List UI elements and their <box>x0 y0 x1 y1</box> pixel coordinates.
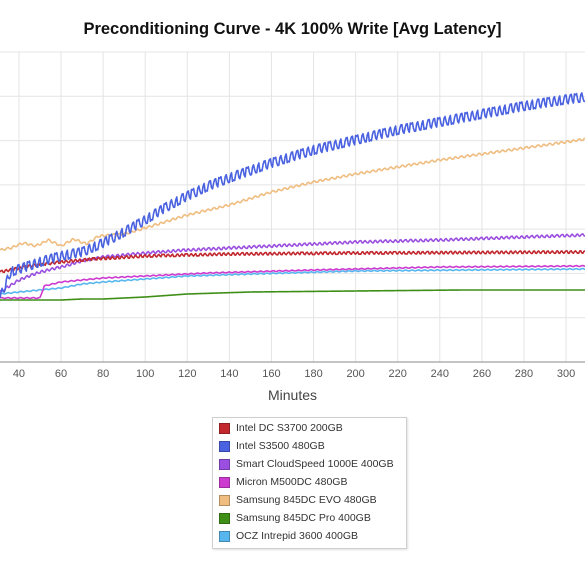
legend-swatch <box>219 440 230 452</box>
legend-swatch <box>219 476 230 488</box>
legend-item[interactable]: OCZ Intrepid 3600 400GB <box>213 527 406 545</box>
legend-label: Samsung 845DC Pro 400GB <box>236 512 371 524</box>
series-line <box>0 264 585 300</box>
series-line <box>0 289 585 301</box>
legend-label: Intel DC S3700 200GB <box>236 422 343 434</box>
x-tick-label: 240 <box>431 368 449 380</box>
legend-label: Smart CloudSpeed 1000E 400GB <box>236 458 394 470</box>
series-line <box>0 250 585 274</box>
legend-item[interactable]: Smart CloudSpeed 1000E 400GB <box>213 455 406 473</box>
x-tick-label: 140 <box>220 368 238 380</box>
legend-item[interactable]: Samsung 845DC Pro 400GB <box>213 509 406 527</box>
x-tick-label: 260 <box>473 368 491 380</box>
x-tick-label: 280 <box>515 368 533 380</box>
x-tick-label: 160 <box>262 368 280 380</box>
legend-item[interactable]: Intel DC S3700 200GB <box>213 419 406 437</box>
legend-swatch <box>219 422 230 434</box>
legend-swatch <box>219 458 230 470</box>
series-line <box>0 267 585 295</box>
legend-swatch <box>219 530 230 542</box>
legend-item[interactable]: Samsung 845DC EVO 480GB <box>213 491 406 509</box>
x-tick-label: 220 <box>389 368 407 380</box>
x-tick-label: 40 <box>13 368 25 380</box>
x-tick-label: 180 <box>304 368 322 380</box>
series-line <box>0 92 585 299</box>
legend-label: Samsung 845DC EVO 480GB <box>236 494 377 506</box>
x-axis-title: Minutes <box>267 387 318 403</box>
legend: Intel DC S3700 200GB Intel S3500 480GB Sma… <box>212 417 407 549</box>
series-line <box>0 233 585 293</box>
chart-title: Preconditioning Curve - 4K 100% Write [A… <box>83 20 502 38</box>
x-tick-label: 100 <box>136 368 154 380</box>
x-tick-label: 120 <box>178 368 196 380</box>
x-tick-label: 200 <box>346 368 364 380</box>
x-tick-label: 300 <box>557 368 575 380</box>
series-line <box>0 137 585 251</box>
legend-item[interactable]: Intel S3500 480GB <box>213 437 406 455</box>
legend-swatch <box>219 494 230 506</box>
legend-swatch <box>219 512 230 524</box>
legend-label: OCZ Intrepid 3600 400GB <box>236 530 358 542</box>
legend-label: Micron M500DC 480GB <box>236 476 348 488</box>
legend-item[interactable]: Micron M500DC 480GB <box>213 473 406 491</box>
legend-label: Intel S3500 480GB <box>236 440 325 452</box>
x-tick-label: 60 <box>55 368 67 380</box>
x-tick-label: 80 <box>97 368 109 380</box>
